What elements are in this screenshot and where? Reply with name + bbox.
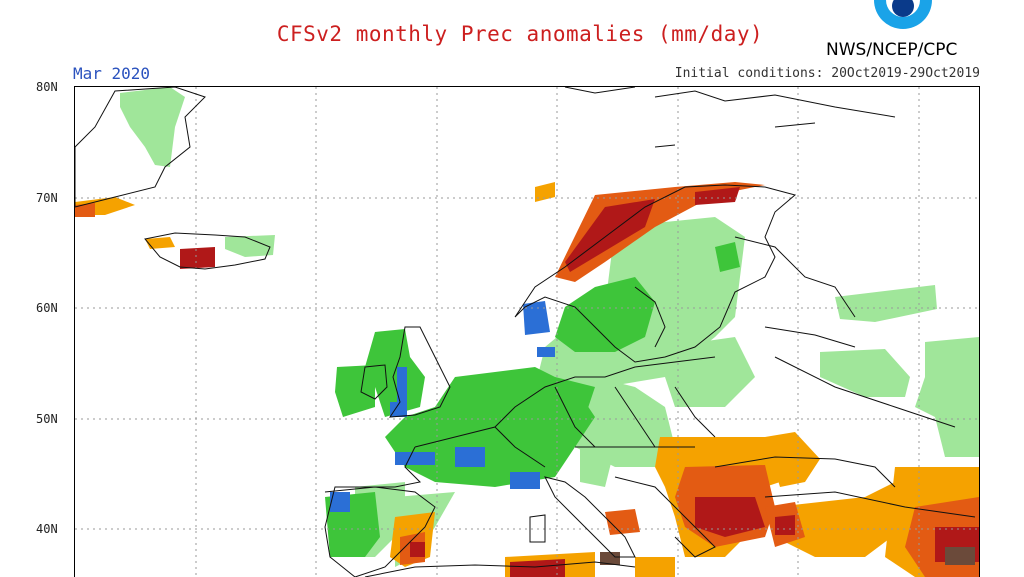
lat-label-60n: 60N — [36, 301, 58, 315]
map-title: CFSv2 monthly Prec anomalies (mm/day) — [276, 22, 764, 46]
brown-anomaly-region — [600, 547, 975, 565]
forecast-month: Mar 2020 — [73, 64, 151, 83]
green-anomaly-region — [325, 242, 740, 557]
lat-label-50n: 50N — [36, 412, 58, 426]
coastline-outlines — [75, 87, 976, 577]
initial-conditions: Initial conditions: 20Oct2019-29Oct2019 — [674, 66, 980, 81]
agency-label: NWS/NCEP/CPC — [826, 40, 958, 60]
dark-red-anomaly-region — [180, 187, 979, 577]
map-canvas — [75, 87, 979, 577]
light-green-anomaly-region — [120, 87, 979, 567]
noaa-logo-icon — [874, 0, 932, 29]
lat-label-80n: 80N — [36, 80, 58, 94]
lat-label-40n: 40N — [36, 522, 58, 536]
blue-anomaly-region — [330, 301, 555, 512]
anomaly-map — [74, 86, 980, 577]
graticule-lines — [75, 87, 979, 577]
lat-label-70n: 70N — [36, 191, 58, 205]
